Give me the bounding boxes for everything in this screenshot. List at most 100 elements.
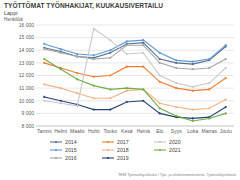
point xyxy=(208,58,210,60)
point xyxy=(225,98,227,100)
point xyxy=(76,55,78,57)
series-line xyxy=(44,97,226,118)
legend-marker xyxy=(159,141,161,143)
x-tick-label: Helmi xyxy=(54,128,67,134)
point xyxy=(175,106,177,108)
point xyxy=(126,90,128,92)
plot-area xyxy=(43,28,227,122)
point xyxy=(76,92,78,94)
legend-swatch xyxy=(102,149,114,150)
point xyxy=(175,62,177,64)
point xyxy=(93,76,95,78)
legend-marker xyxy=(159,149,161,151)
point xyxy=(175,115,177,117)
y-tick-label: 12 000 xyxy=(19,72,35,78)
grid-line xyxy=(36,25,234,26)
point xyxy=(109,108,111,110)
y-tick-label: 8 000 xyxy=(21,123,34,129)
point xyxy=(192,61,194,63)
y-tick-label: 15 000 xyxy=(19,34,35,40)
point xyxy=(225,77,227,79)
point xyxy=(142,42,144,44)
legend-swatch xyxy=(50,149,62,150)
legend-label: 2017 xyxy=(117,139,129,145)
point xyxy=(43,96,45,98)
point xyxy=(60,52,62,54)
point xyxy=(192,90,194,92)
point xyxy=(175,87,177,89)
point xyxy=(109,57,111,59)
point xyxy=(109,52,111,54)
point xyxy=(192,117,194,119)
point xyxy=(126,44,128,46)
point xyxy=(175,67,177,69)
point xyxy=(109,88,111,90)
point xyxy=(208,82,210,84)
point xyxy=(159,107,161,109)
point xyxy=(142,39,144,41)
point xyxy=(76,53,78,55)
title: TYÖTTÖMAT TYÖNHAKIJAT, KUUKAUSIVERTAILU xyxy=(4,1,163,10)
point xyxy=(60,48,62,50)
legend-marker xyxy=(107,157,109,159)
point xyxy=(159,81,161,83)
point xyxy=(43,62,45,64)
point xyxy=(76,72,78,74)
point xyxy=(225,106,227,108)
point xyxy=(109,49,111,51)
grid-line xyxy=(36,113,234,114)
point xyxy=(142,88,144,90)
point xyxy=(60,87,62,89)
point xyxy=(192,68,194,70)
point xyxy=(43,100,45,102)
legend-label: 2016 xyxy=(65,155,77,161)
grid-line xyxy=(36,126,234,127)
point xyxy=(142,88,144,90)
legend-swatch xyxy=(50,141,62,142)
point xyxy=(208,117,210,119)
legend-swatch xyxy=(102,157,114,158)
point xyxy=(93,58,95,60)
x-tick-label: Kesä xyxy=(121,128,133,134)
series-line xyxy=(44,59,226,121)
point xyxy=(60,102,62,104)
grid-line xyxy=(36,62,234,63)
point xyxy=(43,48,45,50)
point xyxy=(60,68,62,70)
legend-swatch xyxy=(50,157,62,158)
point xyxy=(142,66,144,68)
point xyxy=(126,87,128,89)
point xyxy=(43,43,45,45)
point xyxy=(225,112,227,114)
point xyxy=(159,102,161,104)
series-line xyxy=(44,29,226,106)
point xyxy=(225,44,227,46)
point xyxy=(126,101,128,103)
legend-label: 2018 xyxy=(117,147,129,153)
legend-swatch xyxy=(154,141,166,142)
legend-marker xyxy=(55,149,57,151)
point xyxy=(159,52,161,54)
point xyxy=(142,52,144,54)
series-line xyxy=(44,63,226,91)
point xyxy=(43,58,45,60)
point xyxy=(208,88,210,90)
x-tick-label: Huhti xyxy=(88,128,100,134)
point xyxy=(192,120,194,122)
point xyxy=(192,63,194,65)
point xyxy=(159,62,161,64)
series-line xyxy=(44,40,226,61)
chart: TYÖTTÖMAT TYÖNHAKIJAT, KUUKAUSIVERTAILUL… xyxy=(0,0,240,180)
point xyxy=(126,66,128,68)
grid-line xyxy=(36,75,234,76)
point xyxy=(192,86,194,88)
point xyxy=(175,82,177,84)
point xyxy=(159,74,161,76)
legend-label: 2021 xyxy=(169,147,181,153)
point xyxy=(159,112,161,114)
x-tick-label: Maalis xyxy=(70,128,85,134)
series-line xyxy=(44,45,226,69)
x-tick-label: Heinä xyxy=(137,128,150,134)
point xyxy=(43,83,45,85)
y-tick-label: 14 000 xyxy=(19,47,35,53)
